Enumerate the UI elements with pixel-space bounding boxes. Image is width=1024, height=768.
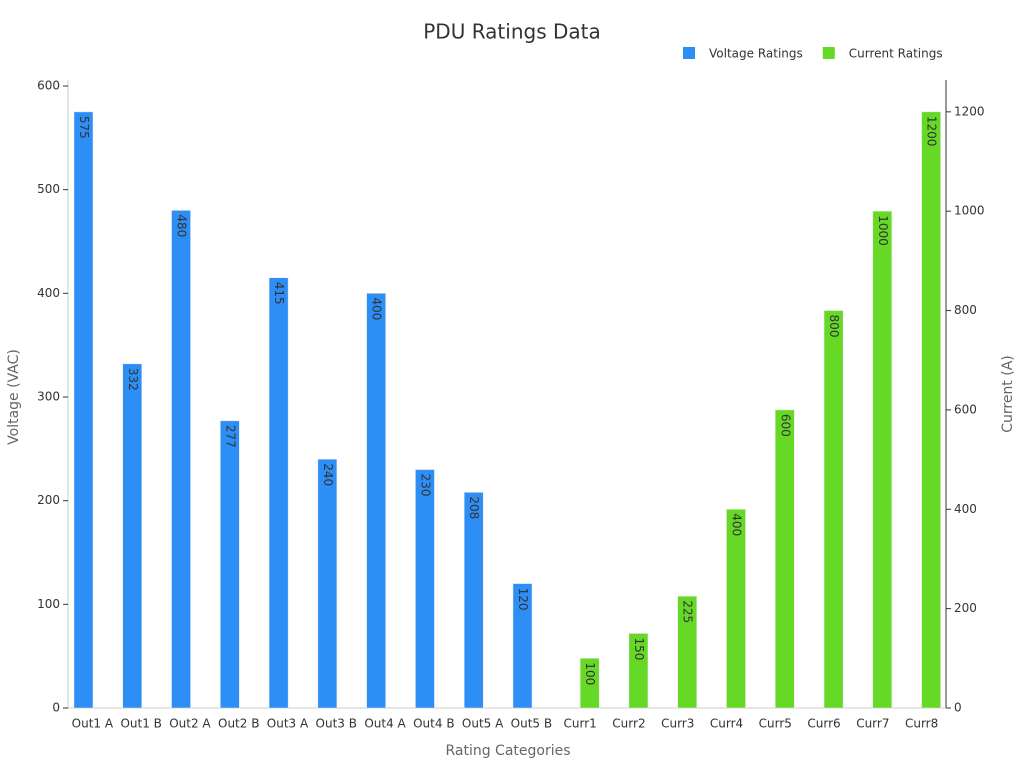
bar: [268, 277, 289, 709]
bar: [726, 509, 746, 709]
bar: [628, 633, 649, 709]
bar: [122, 363, 143, 709]
chart-title: PDU Ratings Data: [423, 20, 600, 44]
bar: [823, 310, 844, 709]
x-tick-label: Out2 A: [169, 717, 211, 731]
value-label: 150: [632, 637, 646, 660]
x-tick-label: Curr1: [564, 717, 597, 731]
value-label: 240: [321, 463, 335, 486]
x-tick-label: Out5 B: [511, 717, 552, 731]
bar: [317, 458, 338, 709]
bar: [73, 111, 94, 709]
value-label: 100: [583, 662, 597, 685]
y2-tick-label: 200: [954, 601, 977, 615]
bar: [366, 293, 386, 709]
value-label: 1200: [925, 116, 939, 147]
x-tick-label: Out5 A: [462, 717, 504, 731]
value-label: 415: [272, 282, 286, 305]
y-tick-label: 500: [37, 182, 60, 196]
y2-tick-label: 1000: [954, 204, 985, 218]
bar: [677, 595, 697, 709]
legend-label: Voltage Ratings: [709, 47, 803, 61]
value-label: 600: [778, 414, 792, 437]
x-tick-label: Curr2: [612, 717, 645, 731]
bar: [872, 210, 893, 709]
value-label: 1000: [876, 215, 890, 246]
bar: [921, 111, 941, 709]
value-label: 277: [223, 425, 237, 448]
y-tick-label: 400: [37, 286, 60, 300]
y-axis-label: Voltage (VAC): [6, 349, 22, 445]
y2-tick-label: 600: [954, 402, 977, 416]
x-tick-label: Curr4: [710, 717, 743, 731]
y2-tick-label: 800: [954, 303, 977, 317]
bar: [512, 583, 533, 709]
y-tick-label: 200: [37, 493, 60, 507]
y2-axis-label: Current (A): [1000, 355, 1016, 433]
x-tick-label: Curr7: [856, 717, 889, 731]
bar: [220, 420, 240, 709]
value-label: 480: [175, 214, 189, 237]
bar: [579, 658, 600, 709]
x-tick-label: Out3 B: [316, 717, 357, 731]
bar: [171, 210, 191, 709]
value-label: 225: [681, 600, 695, 623]
x-tick-label: Curr8: [905, 717, 938, 731]
y-tick-label: 600: [37, 79, 60, 93]
value-label: 575: [77, 116, 91, 139]
x-tick-label: Out3 A: [267, 717, 309, 731]
value-label: 800: [827, 315, 841, 338]
x-tick-label: Out1 B: [120, 717, 161, 731]
x-tick-label: Curr3: [661, 717, 694, 731]
value-label: 230: [418, 474, 432, 497]
y-tick-label: 0: [52, 701, 60, 715]
value-label: 400: [370, 297, 384, 320]
x-tick-label: Curr6: [807, 717, 840, 731]
x-tick-label: Curr5: [759, 717, 792, 731]
x-axis-label: Rating Categories: [445, 743, 570, 759]
x-tick-label: Out1 A: [72, 717, 114, 731]
y-tick-label: 100: [37, 597, 60, 611]
bar: [415, 469, 435, 709]
value-label: 208: [467, 496, 481, 519]
value-label: 120: [516, 588, 530, 611]
x-tick-label: Out4 B: [413, 717, 454, 731]
y2-tick-label: 0: [954, 701, 962, 715]
legend-label: Current Ratings: [849, 47, 943, 61]
bar: [775, 409, 795, 709]
x-tick-label: Out4 A: [364, 717, 406, 731]
y-tick-label: 300: [37, 390, 60, 404]
legend-swatch: [683, 47, 695, 59]
value-label: 400: [730, 513, 744, 536]
value-label: 332: [126, 368, 140, 391]
y2-tick-label: 1200: [954, 104, 985, 118]
y2-tick-label: 400: [954, 502, 977, 516]
bar: [463, 492, 484, 709]
x-tick-label: Out2 B: [218, 717, 259, 731]
legend-swatch: [822, 47, 835, 59]
